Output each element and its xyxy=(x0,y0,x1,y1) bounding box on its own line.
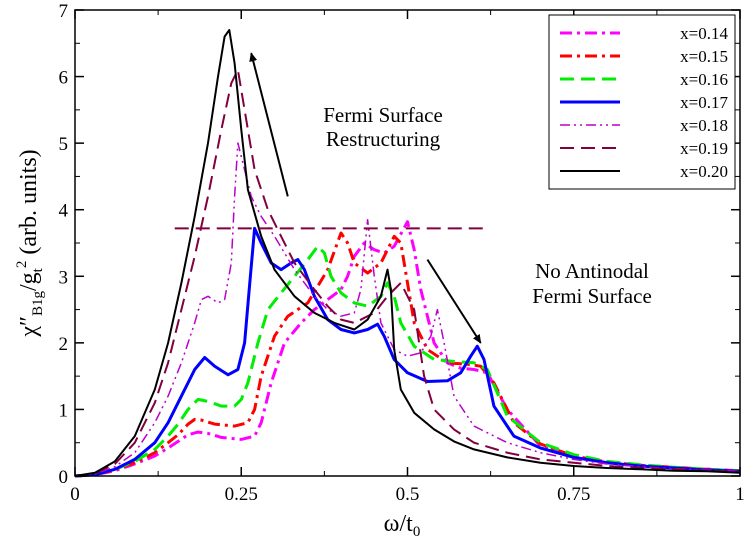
annotation-antinodal-line2: Fermi Surface xyxy=(532,284,652,308)
x-axis-title: ω/t0 xyxy=(384,511,421,539)
series-line-x=0.14 xyxy=(74,220,741,478)
annotation-restructuring-line2: Restructuring xyxy=(326,127,441,151)
x-tick-label: 0.25 xyxy=(225,484,258,505)
annotation-arrow-2 xyxy=(426,259,482,344)
y-tick-label: 5 xyxy=(59,134,69,155)
legend: x=0.14 x=0.15 x=0.16 x=0.17 x=0.18 x=0.19 x=0.… xyxy=(548,14,736,190)
series-line-x=0.19 xyxy=(74,68,741,477)
annotation-antinodal-line1: No Antinodal xyxy=(535,259,649,283)
tick-layer: 0 0.25 0.5 0.75 1 0 1 2 3 4 5 6 7 xyxy=(59,1,745,505)
y-tick-label: 2 xyxy=(59,334,69,355)
legend-label-x=0.17: x=0.17 xyxy=(680,93,728,112)
legend-label-x=0.18: x=0.18 xyxy=(680,116,728,135)
x-tick-label: 0.5 xyxy=(396,484,420,505)
legend-label-x=0.20: x=0.20 xyxy=(680,162,728,181)
series-line-x=0.18 xyxy=(74,142,741,477)
y-tick-label: 6 xyxy=(59,68,69,89)
y-tick-label: 4 xyxy=(59,201,69,222)
y-tick-label: 1 xyxy=(59,400,69,421)
series-line-x=0.20 xyxy=(74,29,741,477)
legend-label-x=0.16: x=0.16 xyxy=(680,70,728,89)
legend-label-x=0.14: x=0.14 xyxy=(680,24,728,43)
legend-label-x=0.15: x=0.15 xyxy=(680,47,728,66)
x-tick-label: 0 xyxy=(70,484,80,505)
y-tick-label: 0 xyxy=(59,467,69,488)
x-tick-label: 1 xyxy=(735,484,745,505)
y-tick-label: 3 xyxy=(59,267,69,288)
series-layer xyxy=(74,29,741,478)
arrow-layer xyxy=(249,52,482,344)
y-axis-title: χ″B1g/gt2 (arb. units) xyxy=(14,149,46,337)
legend-label-x=0.19: x=0.19 xyxy=(680,139,728,158)
y-tick-label: 7 xyxy=(59,1,69,22)
annotation-arrow-1 xyxy=(249,52,289,197)
x-tick-label: 0.75 xyxy=(557,484,590,505)
series-line-x=0.16 xyxy=(74,244,741,478)
series-line-x=0.15 xyxy=(74,231,741,478)
legend-items: x=0.14 x=0.15 x=0.16 x=0.17 x=0.18 x=0.19 x=0.… xyxy=(560,24,728,181)
annotation-restructuring-line1: Fermi Surface xyxy=(323,103,443,127)
